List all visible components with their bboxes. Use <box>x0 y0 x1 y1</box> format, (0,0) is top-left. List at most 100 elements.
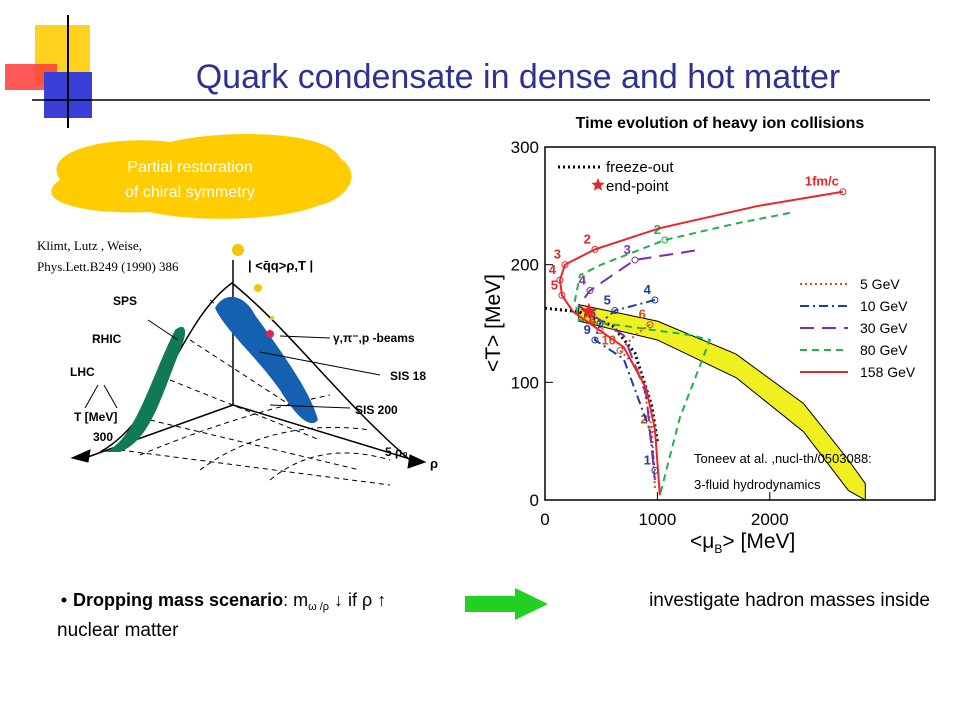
point-label: 10 <box>601 333 615 348</box>
x-axis-label-part: > [MeV] <box>722 530 795 553</box>
arrow-head <box>407 454 427 469</box>
x-axis-label-sub: B <box>714 542 722 556</box>
bullet-text: investigate hadron masses inside <box>649 590 930 611</box>
y-tick-label: 0 <box>530 491 539 510</box>
bubble <box>51 134 352 219</box>
x-axis-label-part: <μ <box>690 530 714 553</box>
point <box>556 276 564 284</box>
sketch-label: LHC <box>70 365 95 379</box>
legend-label: 10 GeV <box>860 298 908 314</box>
pointer <box>269 404 351 409</box>
y-tick-label: 100 <box>511 373 539 392</box>
bubble-text: of chiral symmetry <box>125 184 255 201</box>
pointer <box>147 319 179 341</box>
point <box>661 236 669 244</box>
pointer <box>84 384 99 409</box>
pointer <box>259 351 381 376</box>
x-tick-label: 1000 <box>638 510 676 529</box>
pointer <box>279 335 331 339</box>
x-tick-label: 0 <box>540 510 549 529</box>
arrow <box>465 588 548 620</box>
series-line <box>577 249 695 481</box>
legend-label: end-point <box>606 178 669 195</box>
point-label: 1 <box>644 453 651 468</box>
chart: Time evolution of heavy ion collisions 0 1… <box>482 115 936 556</box>
point-label: 6 <box>639 307 646 322</box>
sketch-label: 5 ρ₀ <box>385 445 408 459</box>
axis <box>84 404 234 459</box>
point-label: 2 <box>584 231 591 246</box>
point <box>561 261 569 269</box>
y-axis-label: <T> [MeV] <box>482 274 505 372</box>
annotation: 3-fluid hydrodynamics <box>694 477 821 492</box>
slide-title: Quark condensate in dense and hot matter <box>196 58 841 96</box>
surface-grid <box>119 299 391 486</box>
point-label: 9 <box>584 322 591 337</box>
arrow-head <box>70 449 91 463</box>
legend-label: 80 GeV <box>860 342 908 358</box>
x-tick-label: 2000 <box>751 510 789 529</box>
sketch-label: | <q̄q>ρ,T | <box>248 258 313 273</box>
point <box>631 256 639 264</box>
bullet-lead: Dropping mass scenario <box>73 590 283 610</box>
point <box>651 296 659 304</box>
axis <box>232 404 421 463</box>
sketch-label: 300 <box>93 430 113 444</box>
point-label: 4 <box>579 273 587 288</box>
bubble-text: Partial restoration <box>127 159 252 176</box>
series-line <box>593 299 656 471</box>
point-label: 5 <box>551 277 558 292</box>
point <box>646 321 654 329</box>
sketch-label: SIS 200 <box>355 403 398 417</box>
x-axis-label: <μB> [MeV] <box>690 530 795 556</box>
bullet-sub: ω /ρ <box>308 601 329 613</box>
series-line <box>558 190 844 496</box>
dot <box>232 244 244 256</box>
end-point <box>580 302 598 320</box>
bullet-text: : m <box>283 590 308 610</box>
legend-label: 30 GeV <box>860 320 908 336</box>
plot-frame <box>544 146 936 501</box>
dot <box>270 316 274 320</box>
sketch-label: ρ <box>430 456 438 471</box>
sketch-label: T [MeV] <box>74 410 117 424</box>
point-label: 2 <box>641 411 648 426</box>
dot <box>266 330 274 338</box>
point <box>596 327 604 335</box>
series-line <box>573 211 790 496</box>
citation: Klimt, Lutz , Weise, <box>37 238 142 253</box>
series-line <box>618 323 656 489</box>
legend-label: 158 GeV <box>860 364 916 380</box>
lhc-rhic-region <box>105 326 186 452</box>
bullet-dot <box>61 597 67 603</box>
point-label: 4 <box>549 262 557 277</box>
point-label: 4 <box>644 282 652 297</box>
point-label: 5 <box>604 293 611 308</box>
point <box>611 307 619 315</box>
point <box>558 291 566 299</box>
sketch-label: SIS 18 <box>390 369 426 383</box>
point-label: 6 <box>589 313 596 328</box>
legend-label: freeze-out <box>606 159 674 176</box>
point-label: 3 <box>554 247 561 262</box>
chart-title: Time evolution of heavy ion collisions <box>576 115 865 132</box>
citation: Phys.Lett.B249 (1990) 386 <box>37 259 179 274</box>
dot <box>254 284 262 292</box>
point <box>586 287 594 295</box>
sketch-label: RHIC <box>92 332 122 346</box>
sis-region <box>215 296 318 424</box>
point-label: 3 <box>624 242 631 257</box>
point <box>616 347 624 355</box>
sketch <box>70 244 427 486</box>
bullet: Dropping mass scenario: mω /ρ ↓ if ρ ↑ <box>73 590 386 613</box>
point <box>591 336 599 344</box>
point <box>839 188 847 196</box>
pointer <box>103 384 118 409</box>
bullet-text: nuclear matter <box>57 620 179 641</box>
sketch-label: γ,π⁻,p -beams <box>333 331 415 345</box>
y-tick-label: 300 <box>511 138 539 157</box>
sketch-label: SPS <box>113 294 137 308</box>
annotation: Toneev at al. ,nucl-th/0503088: <box>694 451 872 466</box>
